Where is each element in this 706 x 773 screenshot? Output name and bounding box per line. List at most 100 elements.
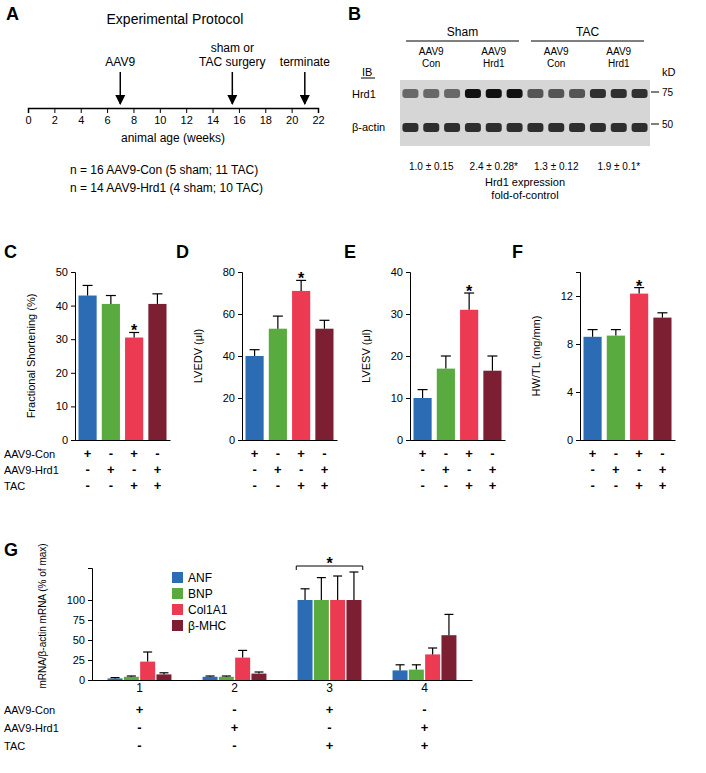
condition-sign: + bbox=[321, 462, 329, 477]
lane-label: Hrd1 bbox=[483, 58, 505, 69]
blot-membrane bbox=[400, 80, 650, 146]
loading-band bbox=[548, 123, 564, 132]
tick: 20 bbox=[223, 392, 242, 404]
loading-band bbox=[402, 123, 418, 132]
axis: 01020304050 bbox=[56, 266, 76, 446]
legend-swatch bbox=[172, 604, 183, 615]
tick-label: 2 bbox=[52, 114, 58, 126]
tick: 4 bbox=[421, 680, 428, 695]
condition-sign: - bbox=[85, 478, 89, 493]
tick-mark bbox=[213, 108, 214, 113]
error-bar bbox=[159, 673, 168, 675]
tick: 16 bbox=[233, 108, 245, 126]
error-cap bbox=[657, 312, 667, 313]
legend-label: ANF bbox=[188, 571, 212, 585]
axis: 010203040 bbox=[391, 266, 411, 446]
panel-label: B bbox=[348, 4, 361, 24]
bar bbox=[292, 291, 310, 440]
marker-dash bbox=[651, 92, 659, 93]
condition-sign: + bbox=[326, 738, 334, 753]
tick: 10 bbox=[154, 108, 166, 126]
error-bar bbox=[333, 576, 342, 600]
condition-sign: + bbox=[130, 446, 138, 461]
condition-sign: - bbox=[322, 446, 326, 461]
loading-band bbox=[444, 123, 460, 132]
condition-sign: + bbox=[489, 462, 497, 477]
condition-sign: - bbox=[660, 446, 664, 461]
tick-mark bbox=[238, 440, 242, 441]
loading-band bbox=[486, 123, 502, 132]
ib-underline bbox=[361, 78, 375, 79]
condition-sign: + bbox=[130, 478, 138, 493]
tick-label: 0 bbox=[229, 434, 235, 446]
bar bbox=[251, 674, 266, 680]
tick-label: 25 bbox=[73, 654, 85, 666]
error-cap bbox=[301, 588, 310, 589]
loading-band bbox=[590, 123, 606, 132]
error-bar bbox=[317, 578, 326, 600]
condition-sign: - bbox=[276, 446, 280, 461]
axis bbox=[243, 440, 338, 442]
group-label: Sham bbox=[447, 25, 478, 39]
tick-mark bbox=[160, 108, 161, 113]
axis-line bbox=[238, 273, 243, 441]
error-cap bbox=[222, 675, 231, 676]
marker-label: 50 bbox=[662, 119, 674, 130]
tick-label: 40 bbox=[56, 300, 68, 312]
blot-band bbox=[632, 89, 648, 98]
bar bbox=[245, 356, 263, 440]
axis-line bbox=[406, 273, 411, 441]
tick: 20 bbox=[286, 108, 298, 126]
error-bar bbox=[238, 650, 247, 657]
condition-sign: + bbox=[154, 478, 162, 493]
tick-label: 14 bbox=[207, 114, 219, 126]
event-arrow bbox=[232, 72, 234, 104]
error-cap bbox=[444, 614, 453, 615]
condition-sign: - bbox=[155, 446, 159, 461]
error-line bbox=[445, 356, 446, 369]
condition-sign: + bbox=[612, 462, 620, 477]
tick: 10 bbox=[56, 400, 75, 412]
tick: 2 bbox=[231, 680, 238, 695]
axis-line bbox=[581, 440, 676, 441]
tick: 50 bbox=[56, 266, 75, 278]
error-bar bbox=[418, 390, 428, 398]
axis-title: LVEDV (μl) bbox=[192, 329, 204, 383]
tick: 1 bbox=[136, 680, 143, 695]
bar bbox=[630, 294, 648, 440]
error-bar bbox=[254, 672, 263, 674]
condition-sign: + bbox=[326, 702, 334, 717]
condition-sign: + bbox=[465, 478, 473, 493]
loading-band bbox=[527, 123, 543, 132]
tick-label: 20 bbox=[56, 367, 68, 379]
blot-band bbox=[611, 89, 627, 98]
tick-label: 0 bbox=[397, 434, 403, 446]
axis: 04812 bbox=[561, 273, 581, 447]
tick-mark bbox=[186, 108, 187, 113]
bar bbox=[409, 670, 424, 680]
axis-title: LVESV (μl) bbox=[360, 329, 372, 383]
condition-sign: - bbox=[85, 462, 89, 477]
error-line bbox=[321, 578, 322, 600]
tick-mark bbox=[406, 314, 410, 315]
tick-mark bbox=[292, 108, 293, 113]
bar bbox=[393, 670, 408, 680]
tick: 8 bbox=[131, 108, 137, 126]
error-bar bbox=[111, 677, 120, 679]
tick: 20 bbox=[56, 367, 75, 379]
lane-label: Con bbox=[547, 58, 565, 69]
error-bar bbox=[319, 320, 329, 328]
condition-sign: + bbox=[231, 720, 239, 735]
bar bbox=[413, 398, 431, 440]
significance: * bbox=[326, 555, 333, 572]
tick-label: 12 bbox=[181, 114, 193, 126]
error-line bbox=[277, 316, 278, 329]
bar bbox=[441, 635, 456, 680]
error-cap bbox=[588, 329, 598, 330]
condition-sign: - bbox=[444, 446, 448, 461]
legend-swatch bbox=[172, 588, 183, 599]
error-cap bbox=[611, 329, 621, 330]
blot-band bbox=[548, 89, 564, 98]
axis-line bbox=[29, 109, 319, 114]
marker-label: 75 bbox=[662, 87, 674, 98]
